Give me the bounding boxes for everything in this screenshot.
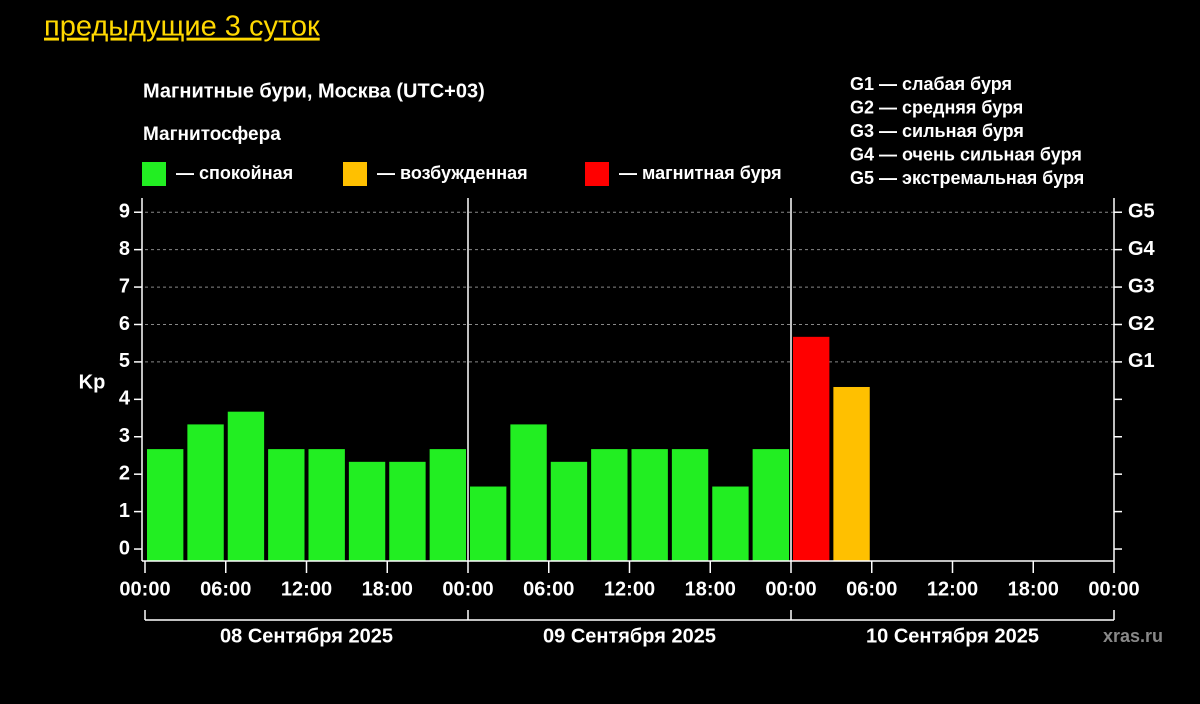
y2-tick-label: G1 <box>1128 350 1155 372</box>
bar <box>550 461 588 561</box>
y-tick-label: 0 <box>119 537 130 559</box>
prev-days-link[interactable]: предыдущие 3 суток <box>44 11 320 43</box>
x-tick-label: 18:00 <box>685 578 736 600</box>
bar <box>671 449 709 561</box>
x-tick-label: 18:00 <box>362 578 413 600</box>
day-label: 08 Сентября 2025 <box>220 625 393 647</box>
y-tick-label: 5 <box>119 350 130 372</box>
watermark: xras.ru <box>1103 626 1163 646</box>
legend-label: — магнитная буря <box>619 163 782 183</box>
bar <box>389 461 426 561</box>
y-tick-label: 6 <box>119 313 130 335</box>
scale-note: G3 — сильная буря <box>850 121 1024 141</box>
scale-note: G4 — очень сильная буря <box>850 144 1082 164</box>
day-label: 10 Сентября 2025 <box>866 625 1039 647</box>
chart-title: Магнитные бури, Москва (UTC+03) <box>143 80 485 102</box>
y2-tick-label: G4 <box>1128 238 1156 260</box>
bar <box>470 486 507 561</box>
bar <box>268 449 305 561</box>
x-tick-label: 06:00 <box>523 578 574 600</box>
bar <box>227 411 265 561</box>
y-tick-label: 4 <box>119 388 131 410</box>
bar <box>187 424 224 561</box>
legend-swatch <box>585 162 609 186</box>
x-tick-label: 00:00 <box>119 578 170 600</box>
legend-swatch <box>142 162 166 186</box>
y-tick-label: 3 <box>119 425 130 447</box>
legend-label: — спокойная <box>176 163 293 183</box>
scale-note: G2 — средняя буря <box>850 97 1023 117</box>
y-tick-label: 8 <box>119 238 130 260</box>
x-tick-label: 00:00 <box>765 578 816 600</box>
bar <box>712 486 749 561</box>
x-tick-label: 00:00 <box>1088 578 1139 600</box>
bar <box>308 449 345 561</box>
bar <box>348 461 386 561</box>
y2-tick-label: G5 <box>1128 201 1155 223</box>
y-tick-label: 1 <box>119 500 130 522</box>
legend-swatch <box>343 162 367 186</box>
x-tick-label: 06:00 <box>846 578 897 600</box>
x-tick-label: 00:00 <box>442 578 493 600</box>
legend-label: — возбужденная <box>377 163 528 183</box>
y-tick-label: 9 <box>119 201 130 223</box>
x-tick-label: 12:00 <box>604 578 655 600</box>
bar <box>752 449 789 561</box>
scale-note: G5 — экстремальная буря <box>850 168 1084 188</box>
bar <box>631 449 668 561</box>
bar <box>793 336 830 561</box>
y-tick-label: 2 <box>119 462 130 484</box>
legend-title: Магнитосфера <box>143 124 281 145</box>
y-tick-label: 7 <box>119 275 130 297</box>
y2-tick-label: G3 <box>1128 275 1155 297</box>
y-axis-label: Kp <box>79 371 106 393</box>
bar <box>833 386 870 561</box>
x-tick-label: 12:00 <box>281 578 332 600</box>
y2-tick-label: G2 <box>1128 313 1155 335</box>
bar <box>429 449 466 561</box>
x-tick-label: 06:00 <box>200 578 251 600</box>
x-tick-label: 12:00 <box>927 578 978 600</box>
x-tick-label: 18:00 <box>1008 578 1059 600</box>
bar <box>147 449 184 561</box>
day-label: 09 Сентября 2025 <box>543 625 716 647</box>
scale-note: G1 — слабая буря <box>850 74 1012 94</box>
bar <box>591 449 628 561</box>
bar <box>510 424 547 561</box>
